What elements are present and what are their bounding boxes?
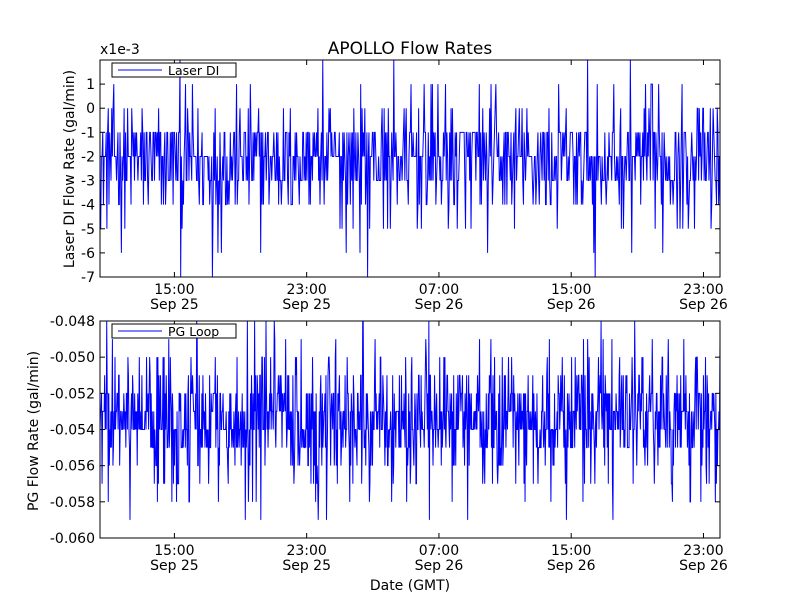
x-tick-label-time: 23:00 bbox=[286, 282, 326, 298]
x-tick-label-date: Sep 26 bbox=[415, 558, 464, 574]
x-axis-label: Date (GMT) bbox=[370, 578, 450, 594]
y-tick-label: -3 bbox=[81, 174, 95, 190]
y-tick-label: -2 bbox=[81, 149, 95, 165]
y-axis-label-top: Laser DI Flow Rate (gal/min) bbox=[62, 70, 78, 268]
x-tick-label-date: Sep 25 bbox=[150, 558, 199, 574]
y-tick-label: -1 bbox=[81, 125, 95, 141]
y-tick-label: -0.056 bbox=[50, 459, 95, 475]
x-tick-label-date: Sep 25 bbox=[282, 297, 331, 313]
y-tick-label: -0.054 bbox=[50, 423, 95, 439]
x-tick-label-date: Sep 26 bbox=[415, 297, 464, 313]
legend-box bbox=[111, 62, 237, 78]
x-tick-label-time: 15:00 bbox=[551, 282, 591, 298]
x-tick-label-time: 15:00 bbox=[154, 282, 194, 298]
y-axis-label-bottom: PG Flow Rate (gal/min) bbox=[26, 351, 42, 511]
y-tick-label: -0.050 bbox=[50, 350, 95, 366]
plot-frame bbox=[99, 59, 721, 278]
legend-label: PG Loop bbox=[168, 324, 219, 339]
x-tick-label-date: Sep 25 bbox=[282, 558, 331, 574]
x-tick-label-date: Sep 26 bbox=[679, 558, 728, 574]
legend-label: Laser DI bbox=[168, 63, 219, 78]
x-tick-label-time: 07:00 bbox=[419, 282, 459, 298]
y-tick-label: 1 bbox=[86, 77, 95, 93]
y-tick-label: -0.058 bbox=[50, 495, 95, 511]
y-tick-label: 0 bbox=[86, 101, 95, 117]
series-line-pg-loop bbox=[100, 321, 720, 520]
y-tick-label: -0.052 bbox=[50, 386, 95, 402]
x-tick-label-time: 23:00 bbox=[683, 543, 723, 559]
x-tick-label-time: 15:00 bbox=[551, 543, 591, 559]
legend-box bbox=[111, 323, 237, 339]
x-tick-label-date: Sep 26 bbox=[547, 558, 596, 574]
x-tick-label-time: 15:00 bbox=[154, 543, 194, 559]
y-tick-label: -0.048 bbox=[50, 314, 95, 330]
series-line-laser-di bbox=[100, 60, 720, 277]
x-tick-label-time: 23:00 bbox=[286, 543, 326, 559]
y-tick-label: -0.060 bbox=[50, 531, 95, 547]
x-tick-label-date: Sep 25 bbox=[150, 297, 199, 313]
x-tick-label-date: Sep 26 bbox=[547, 297, 596, 313]
bottom-plot-panel: -0.048 -0.050 -0.052 -0.054 -0.056 -0.058 -0.0… bbox=[50, 314, 728, 574]
y-tick-label: -4 bbox=[81, 198, 95, 214]
y-tick-label: -7 bbox=[81, 270, 95, 286]
chart-title: APOLLO Flow Rates bbox=[328, 39, 493, 59]
offset-label: x1e-3 bbox=[100, 42, 140, 58]
x-tick-label-time: 23:00 bbox=[683, 282, 723, 298]
x-tick-label-date: Sep 26 bbox=[679, 297, 728, 313]
x-tick-label-time: 07:00 bbox=[419, 543, 459, 559]
y-tick-label: -6 bbox=[81, 246, 95, 262]
y-tick-label: -5 bbox=[81, 222, 95, 238]
